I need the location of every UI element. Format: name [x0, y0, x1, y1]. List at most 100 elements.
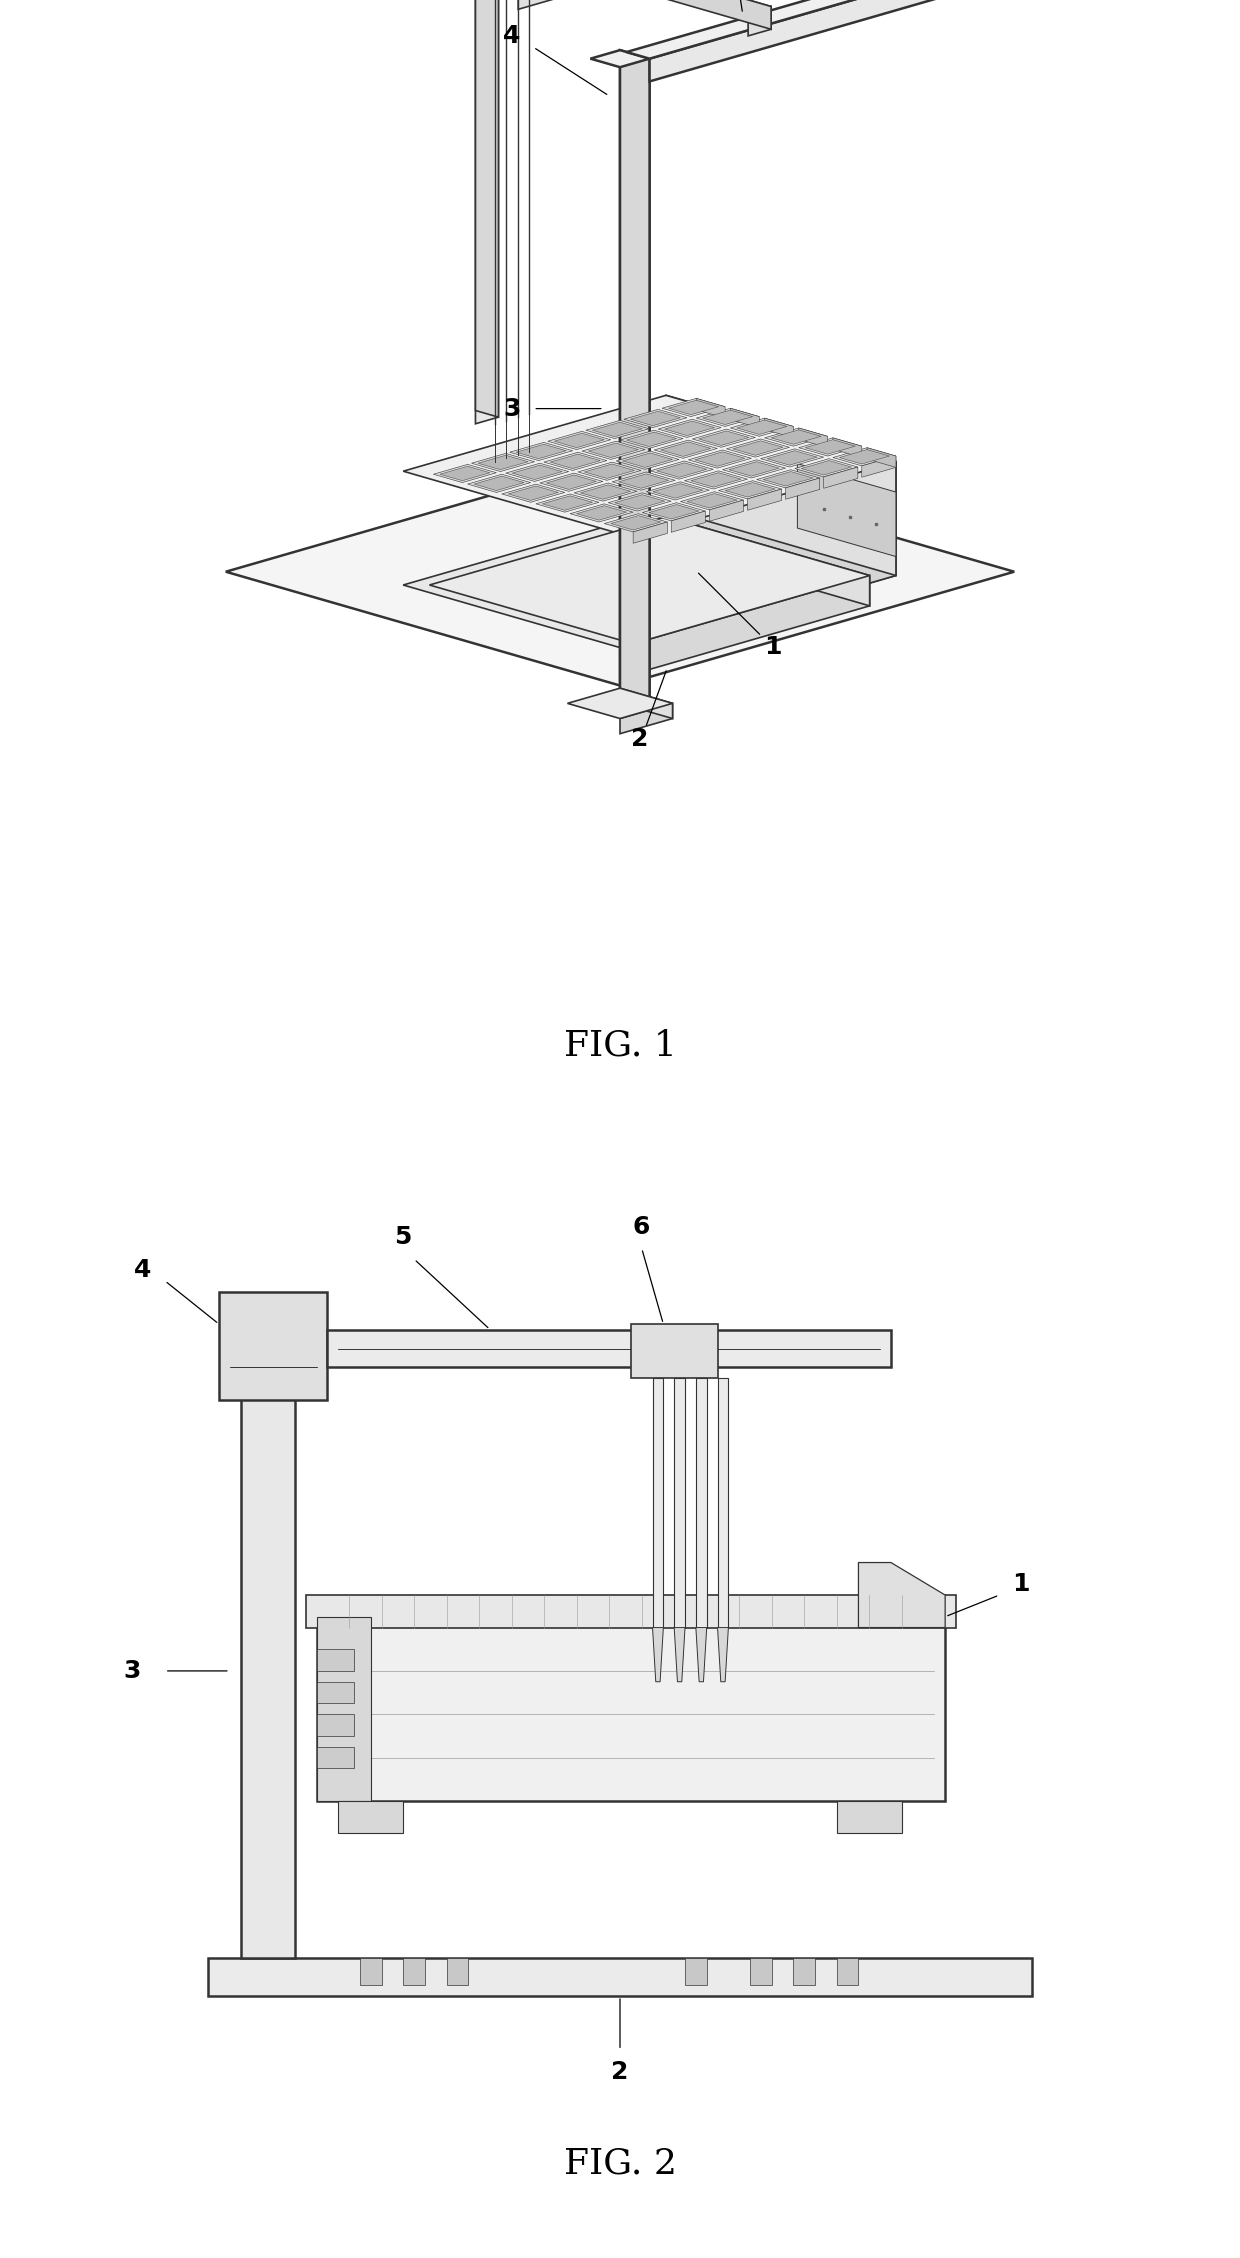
Polygon shape — [725, 483, 775, 497]
Polygon shape — [662, 397, 725, 415]
Polygon shape — [516, 445, 567, 458]
Polygon shape — [611, 515, 661, 531]
Polygon shape — [453, 0, 771, 14]
Polygon shape — [661, 443, 711, 456]
Polygon shape — [730, 418, 794, 436]
Polygon shape — [833, 447, 897, 465]
Polygon shape — [620, 431, 683, 449]
Bar — [675, 1377, 684, 1628]
Polygon shape — [554, 434, 604, 447]
Polygon shape — [666, 395, 897, 576]
Polygon shape — [510, 443, 573, 461]
Polygon shape — [646, 481, 709, 499]
Polygon shape — [657, 463, 707, 476]
Polygon shape — [652, 483, 703, 499]
Polygon shape — [718, 1628, 728, 1682]
Polygon shape — [616, 452, 680, 470]
Bar — [446, 1958, 469, 1985]
Polygon shape — [867, 447, 897, 467]
Polygon shape — [768, 452, 817, 465]
Polygon shape — [620, 702, 672, 734]
Polygon shape — [655, 440, 717, 458]
Polygon shape — [658, 420, 722, 438]
Polygon shape — [642, 504, 706, 522]
Polygon shape — [764, 472, 813, 485]
Bar — [360, 1958, 382, 1985]
Polygon shape — [833, 438, 862, 458]
Polygon shape — [681, 492, 744, 510]
Polygon shape — [479, 456, 528, 470]
Polygon shape — [748, 490, 781, 510]
Polygon shape — [729, 461, 779, 476]
Text: 4: 4 — [134, 1258, 151, 1283]
Polygon shape — [539, 474, 603, 492]
Polygon shape — [578, 463, 641, 481]
Bar — [339, 1802, 403, 1833]
Polygon shape — [799, 429, 827, 447]
Text: 3: 3 — [124, 1660, 141, 1682]
Bar — [316, 1617, 371, 1802]
Polygon shape — [703, 411, 753, 425]
Polygon shape — [634, 461, 897, 650]
Polygon shape — [730, 409, 759, 429]
Polygon shape — [403, 395, 897, 537]
Polygon shape — [440, 465, 490, 481]
Polygon shape — [429, 517, 869, 644]
Polygon shape — [626, 431, 677, 447]
Polygon shape — [737, 420, 787, 434]
Polygon shape — [475, 0, 771, 29]
Bar — [316, 1714, 355, 1736]
Polygon shape — [650, 461, 713, 479]
Polygon shape — [675, 1628, 684, 1682]
Text: FIG. 1: FIG. 1 — [563, 1027, 677, 1061]
Polygon shape — [584, 463, 635, 479]
Bar — [219, 1292, 327, 1400]
Polygon shape — [613, 472, 676, 490]
Polygon shape — [650, 0, 1044, 81]
Polygon shape — [634, 576, 869, 675]
Bar — [750, 1958, 771, 1985]
Bar — [631, 1323, 718, 1377]
Polygon shape — [518, 0, 570, 9]
Polygon shape — [696, 409, 759, 427]
Polygon shape — [765, 429, 827, 447]
Bar — [306, 1594, 956, 1628]
Bar — [316, 1682, 355, 1703]
Polygon shape — [786, 479, 820, 499]
Bar — [403, 1958, 425, 1985]
Polygon shape — [671, 510, 706, 533]
Bar — [684, 1958, 707, 1985]
Polygon shape — [593, 422, 642, 436]
Polygon shape — [692, 429, 755, 447]
Bar — [316, 1617, 945, 1802]
Polygon shape — [471, 454, 534, 472]
Polygon shape — [589, 443, 639, 458]
Polygon shape — [634, 522, 667, 544]
Polygon shape — [723, 461, 786, 479]
Polygon shape — [475, 0, 498, 418]
Polygon shape — [666, 517, 869, 605]
Polygon shape — [403, 508, 897, 650]
Polygon shape — [652, 1628, 663, 1682]
Bar — [316, 1648, 355, 1671]
Bar — [208, 1958, 1032, 1996]
Polygon shape — [551, 454, 600, 470]
Polygon shape — [684, 472, 748, 490]
Polygon shape — [580, 485, 630, 499]
Polygon shape — [718, 481, 781, 499]
Bar — [327, 1330, 892, 1368]
Polygon shape — [688, 449, 751, 467]
Polygon shape — [615, 495, 665, 508]
Text: 1: 1 — [1012, 1572, 1029, 1596]
Polygon shape — [858, 1563, 945, 1628]
Polygon shape — [630, 411, 681, 427]
Polygon shape — [577, 506, 626, 519]
Polygon shape — [620, 59, 650, 711]
Polygon shape — [619, 474, 668, 488]
Bar — [718, 1377, 728, 1628]
Polygon shape — [626, 0, 1044, 59]
Text: 1: 1 — [764, 634, 781, 659]
Polygon shape — [570, 504, 634, 522]
Polygon shape — [508, 485, 558, 501]
Polygon shape — [727, 438, 790, 456]
